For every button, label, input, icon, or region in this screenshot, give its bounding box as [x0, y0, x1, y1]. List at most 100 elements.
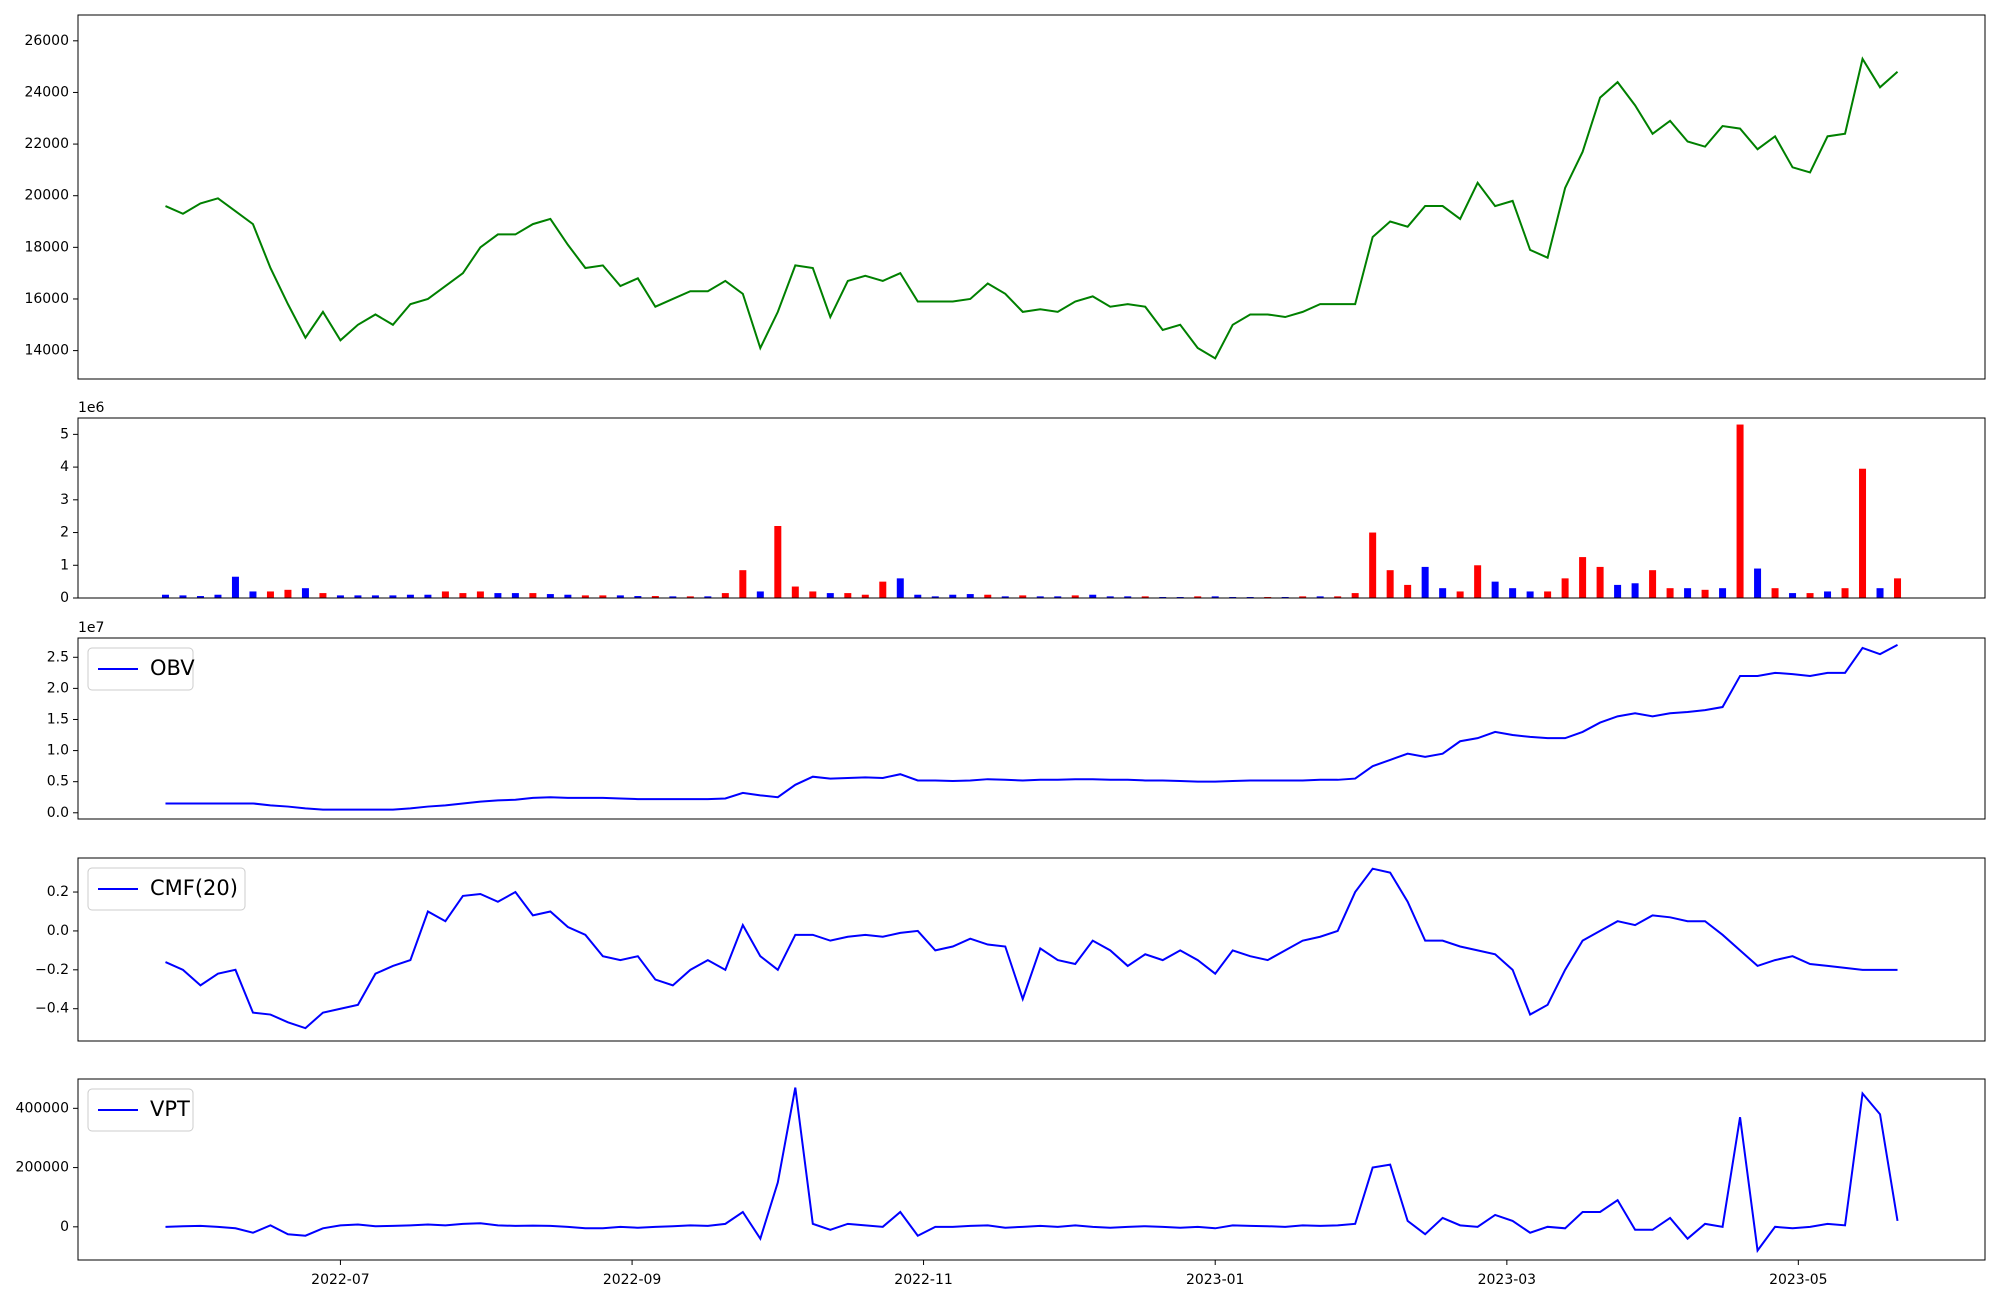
volume-bar [1351, 593, 1359, 598]
y-tick-label: 0.0 [47, 923, 69, 939]
volume-bar [1089, 594, 1097, 598]
legend-box [87, 1088, 194, 1132]
volume-bar [1211, 596, 1219, 598]
volume-bar [826, 593, 834, 598]
volume-bar [791, 586, 799, 598]
volume-bar [494, 593, 502, 598]
volume-bar [861, 594, 869, 598]
y-tick-label: 20000 [24, 188, 69, 204]
volume-bar [459, 593, 467, 598]
y-tick-label: 0.5 [47, 774, 69, 790]
volume-bar [1684, 588, 1692, 598]
volume-bar [1316, 596, 1324, 598]
volume-bar [1666, 588, 1674, 598]
y-tick-label: 5 [60, 426, 69, 442]
y-tick-label: −0.4 [35, 1001, 69, 1017]
volume-bar [1141, 596, 1149, 598]
volume-bar [1526, 591, 1534, 598]
volume-bar [1789, 593, 1797, 598]
volume-bar [1194, 596, 1202, 598]
volume-bar [231, 576, 239, 598]
x-tick-label: 2023-03 [1478, 1272, 1537, 1288]
y-tick-label: 2.5 [47, 649, 69, 665]
volume-bar [1649, 570, 1657, 598]
plot-frame [77, 417, 1986, 599]
axis-offset-label: 1e7 [78, 620, 104, 636]
volume-bar [879, 581, 887, 598]
y-tick-label: 400000 [16, 1100, 69, 1116]
volume-bar [1736, 424, 1744, 598]
series-line [165, 1087, 1899, 1254]
y-tick-label: 26000 [24, 33, 69, 49]
volume-bar [1824, 591, 1832, 598]
y-tick-label: 0.2 [47, 884, 69, 900]
volume-bar [1894, 578, 1902, 598]
legend-label: CMF(20) [150, 876, 238, 900]
y-tick-label: 3 [60, 492, 69, 508]
volume-bar [809, 591, 817, 598]
volume-bar [214, 594, 222, 598]
y-tick-label: 14000 [24, 343, 69, 359]
volume-bar [1841, 588, 1849, 598]
legend-label: OBV [150, 656, 195, 680]
volume-bar [406, 594, 414, 598]
volume-bar [1631, 583, 1639, 598]
volume-bar [424, 594, 432, 598]
volume-bar [1509, 588, 1517, 598]
volume-bar [756, 591, 764, 598]
volume-bar [616, 595, 624, 598]
volume-bar [1019, 595, 1027, 598]
volume-bar [1474, 565, 1482, 598]
volume-bar [651, 596, 659, 598]
volume-bar [581, 595, 589, 598]
legend-box [87, 647, 194, 691]
legend-box [87, 867, 246, 911]
y-tick-label: 0 [60, 1219, 69, 1235]
volume-bar [1859, 468, 1867, 598]
series-line [165, 643, 1898, 811]
volume-bar [1491, 581, 1499, 598]
volume-bar [441, 591, 449, 598]
volume-bar [266, 591, 274, 598]
volume-bar [966, 594, 974, 598]
volume-bar [844, 593, 852, 598]
x-tick-label: 2023-05 [1769, 1272, 1828, 1288]
y-tick-label: 2 [60, 525, 69, 541]
y-tick-label: 18000 [24, 239, 69, 255]
volume-bar [1806, 593, 1814, 598]
volume-bar [354, 595, 362, 598]
volume-bar [1124, 596, 1132, 598]
y-tick-label: 24000 [24, 84, 69, 100]
volume-bar [896, 578, 904, 598]
volume-bar [249, 591, 257, 598]
volume-bar [774, 526, 782, 598]
volume-bar [1071, 595, 1079, 598]
volume-bar [476, 591, 484, 598]
volume-bar [1404, 584, 1412, 598]
volume-bar [1421, 566, 1429, 598]
volume-bar [1754, 568, 1762, 598]
volume-bar [1701, 589, 1709, 598]
volume-bar [529, 593, 537, 598]
volume-bar [1054, 596, 1062, 598]
volume-bar [949, 594, 957, 598]
volume-bar [1596, 566, 1604, 598]
volume-bar [1439, 588, 1447, 598]
volume-bar [1106, 596, 1114, 598]
y-tick-label: −0.2 [35, 962, 69, 978]
x-tick-label: 2022-07 [311, 1272, 370, 1288]
volume-bar [284, 589, 292, 598]
volume-bar [1334, 596, 1342, 598]
volume-bar [319, 593, 327, 598]
y-tick-label: 2.0 [47, 680, 69, 696]
volume-bar [669, 596, 677, 598]
volume-bar [511, 593, 519, 598]
volume-bar [1386, 570, 1394, 598]
volume-bar [389, 595, 397, 598]
volume-bar [721, 593, 729, 598]
volume-bar [1561, 578, 1569, 598]
volume-bar [196, 596, 204, 598]
plot-frame [77, 1078, 1986, 1261]
